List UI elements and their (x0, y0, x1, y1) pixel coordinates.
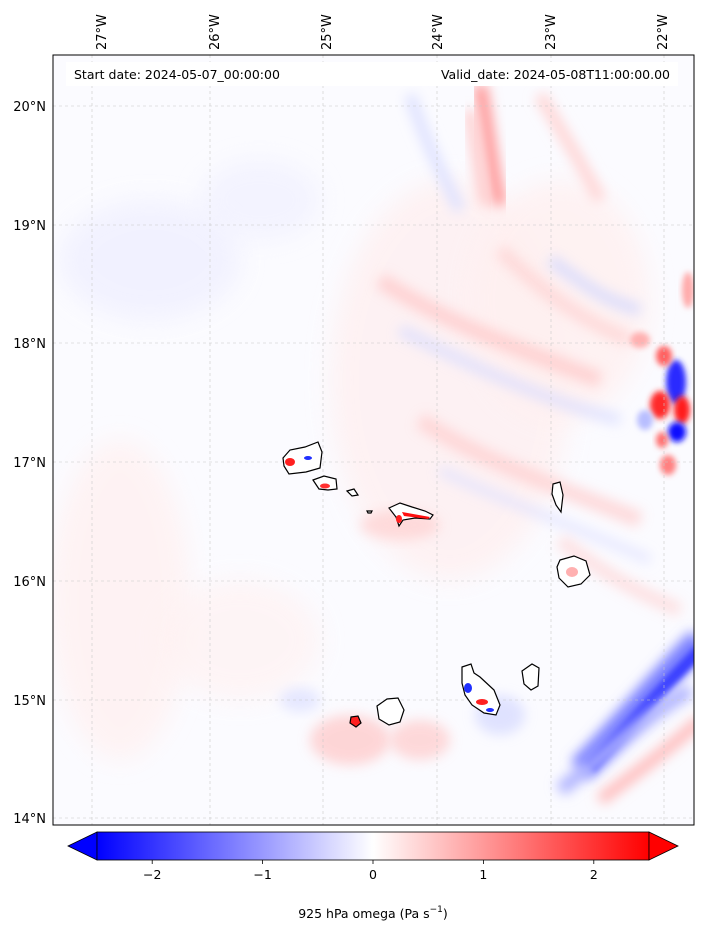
island-santa-luzia (345, 488, 360, 497)
omega-field (53, 83, 694, 805)
lon-label: 25°W (320, 14, 335, 50)
island-santo-antao (282, 441, 323, 475)
coastlines (282, 441, 591, 728)
island-sao-vicente (312, 475, 338, 491)
lon-label: 23°W (544, 14, 559, 50)
start-date-text: Start date: 2024-05-07_00:00:00 (74, 67, 280, 82)
island-boa-vista (556, 555, 591, 588)
lat-label: 19°N (13, 219, 46, 234)
lat-label: 20°N (13, 100, 46, 115)
island-sal (551, 481, 564, 514)
lon-label: 22°W (656, 14, 671, 50)
colorbar-tick-label: −1 (253, 867, 271, 882)
lon-label: 27°W (95, 14, 110, 50)
island-brava (349, 715, 362, 728)
colorbar-extend-high (648, 831, 679, 861)
island-santiago (461, 663, 501, 716)
lon-label: 24°W (431, 14, 446, 50)
island-sao-nicolau (388, 502, 434, 528)
colorbar-tick-label: −2 (143, 867, 161, 882)
latitude-labels: 20°N 19°N 18°N 17°N 16°N 15°N 14°N (13, 100, 46, 827)
island-fogo (376, 697, 405, 726)
longitude-labels: 27°W 26°W 25°W 24°W 23°W 22°W (95, 14, 671, 50)
colorbar-tick-label: 1 (479, 867, 487, 882)
lon-label: 26°W (208, 14, 223, 50)
island-maio (521, 663, 540, 691)
colorbar-ticks: −2 −1 0 1 2 (143, 860, 598, 882)
valid-date-text: Valid_date: 2024-05-08T11:00:00.00 (441, 67, 670, 82)
colorbar-extend-low (67, 831, 98, 861)
colorbar-label: 925 hPa omega (Pa s−1) (298, 905, 448, 921)
lat-label: 16°N (13, 575, 46, 590)
islet-branco (366, 510, 373, 514)
lat-label: 14°N (13, 812, 46, 827)
colorbar: −2 −1 0 1 2 925 hPa omega (Pa s−1) (67, 831, 679, 921)
lat-label: 15°N (13, 694, 46, 709)
lat-label: 18°N (13, 337, 46, 352)
info-box (66, 62, 678, 86)
lat-label: 17°N (13, 456, 46, 471)
gridlines (53, 55, 694, 825)
map-panel: Start date: 2024-05-07_00:00:00 Valid_da… (53, 55, 694, 825)
colorbar-gradient (96, 831, 650, 861)
colorbar-tick-label: 2 (590, 867, 598, 882)
colorbar-tick-label: 0 (369, 867, 377, 882)
map-frame (52, 54, 695, 826)
